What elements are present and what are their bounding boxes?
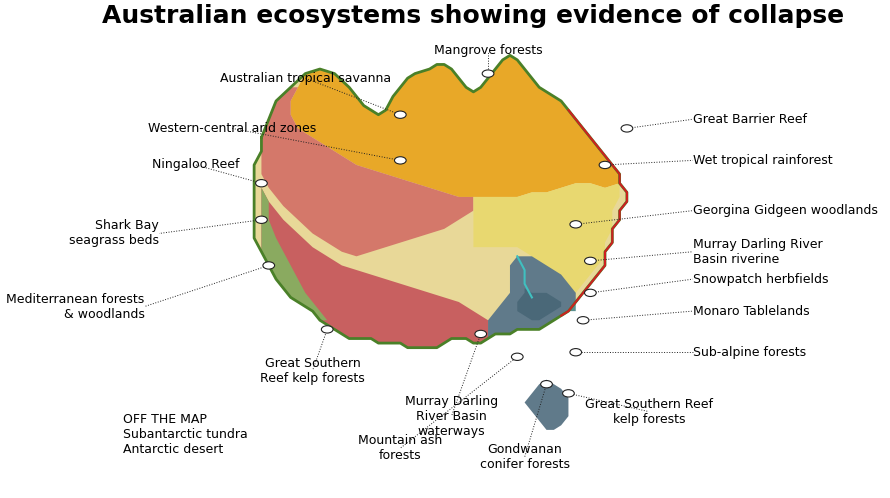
Circle shape	[562, 390, 574, 397]
Polygon shape	[262, 188, 328, 320]
Text: Mediterranean forests
& woodlands: Mediterranean forests & woodlands	[6, 292, 144, 321]
Circle shape	[585, 257, 596, 264]
Text: Great Southern Reef
kelp forests: Great Southern Reef kelp forests	[585, 397, 713, 426]
Polygon shape	[255, 55, 627, 348]
Polygon shape	[262, 87, 473, 256]
Circle shape	[540, 380, 553, 388]
Circle shape	[570, 349, 581, 356]
Circle shape	[482, 70, 494, 77]
Text: Shark Bay
seagrass beds: Shark Bay seagrass beds	[69, 220, 159, 248]
Circle shape	[570, 221, 581, 228]
Polygon shape	[473, 183, 619, 302]
Text: Australian tropical savanna: Australian tropical savanna	[220, 72, 391, 85]
Text: Murray Darling River
Basin riverine: Murray Darling River Basin riverine	[692, 238, 822, 266]
Circle shape	[263, 262, 275, 269]
Circle shape	[394, 111, 406, 119]
Circle shape	[321, 326, 333, 333]
Text: Ningaloo Reef: Ningaloo Reef	[152, 158, 239, 171]
Circle shape	[585, 289, 596, 296]
Text: Mangrove forests: Mangrove forests	[433, 44, 542, 57]
Polygon shape	[517, 288, 561, 320]
Polygon shape	[291, 55, 619, 197]
Text: OFF THE MAP
Subantarctic tundra
Antarctic desert: OFF THE MAP Subantarctic tundra Antarcti…	[123, 413, 247, 456]
Circle shape	[621, 125, 633, 132]
Text: Snowpatch herbfields: Snowpatch herbfields	[692, 272, 829, 286]
Circle shape	[512, 353, 523, 361]
Title: Australian ecosystems showing evidence of collapse: Australian ecosystems showing evidence o…	[102, 4, 845, 28]
Polygon shape	[532, 284, 576, 329]
Text: Monaro Tablelands: Monaro Tablelands	[692, 305, 809, 318]
Text: Sub-alpine forests: Sub-alpine forests	[692, 346, 805, 359]
Circle shape	[475, 330, 487, 338]
Circle shape	[255, 216, 267, 224]
Text: Great Southern
Reef kelp forests: Great Southern Reef kelp forests	[260, 357, 365, 384]
Text: Mountain ash
forests: Mountain ash forests	[358, 434, 442, 462]
Text: Georgina Gidgeen woodlands: Georgina Gidgeen woodlands	[692, 204, 878, 217]
Text: Western-central arid zones: Western-central arid zones	[148, 122, 316, 135]
Circle shape	[578, 317, 589, 324]
Circle shape	[599, 161, 611, 169]
Polygon shape	[488, 256, 576, 339]
Text: Murray Darling
River Basin
waterways: Murray Darling River Basin waterways	[405, 395, 498, 438]
Circle shape	[255, 180, 267, 187]
Polygon shape	[524, 379, 569, 430]
Polygon shape	[262, 188, 488, 348]
Text: Gondwanan
conifer forests: Gondwanan conifer forests	[480, 443, 570, 471]
Text: Wet tropical rainforest: Wet tropical rainforest	[692, 154, 832, 167]
Circle shape	[394, 157, 406, 164]
Text: Great Barrier Reef: Great Barrier Reef	[692, 113, 806, 126]
